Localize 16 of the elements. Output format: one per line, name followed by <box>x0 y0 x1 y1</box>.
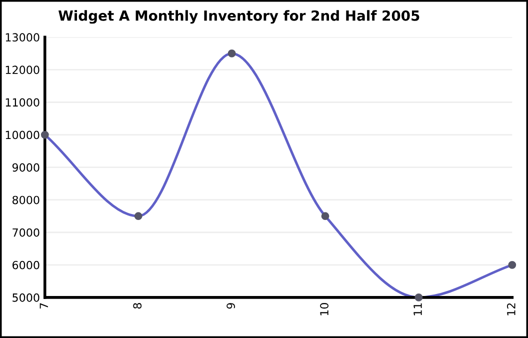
y-tick-label: 11000 <box>6 98 40 107</box>
y-tick-label: 13000 <box>6 33 40 42</box>
y-tick-label: 9000 <box>12 163 40 172</box>
y-tick-label: 7000 <box>12 228 40 237</box>
y-tick-label: 5000 <box>12 293 40 302</box>
y-tick-label: 10000 <box>6 130 40 140</box>
x-tick-label: 11 <box>414 303 422 316</box>
chart-title: Widget A Monthly Inventory for 2nd Half 2005 <box>58 10 420 24</box>
y-tick-label: 6000 <box>12 260 40 270</box>
x-tick-label: 9 <box>226 303 236 309</box>
y-tick-label: 8000 <box>12 196 40 204</box>
x-tick-label: 7 <box>40 303 48 308</box>
x-tick-label: 8 <box>133 303 142 309</box>
x-tick-label: 12 <box>506 303 516 316</box>
x-tick-label: 10 <box>320 303 328 316</box>
y-tick-label: 12000 <box>6 66 40 74</box>
